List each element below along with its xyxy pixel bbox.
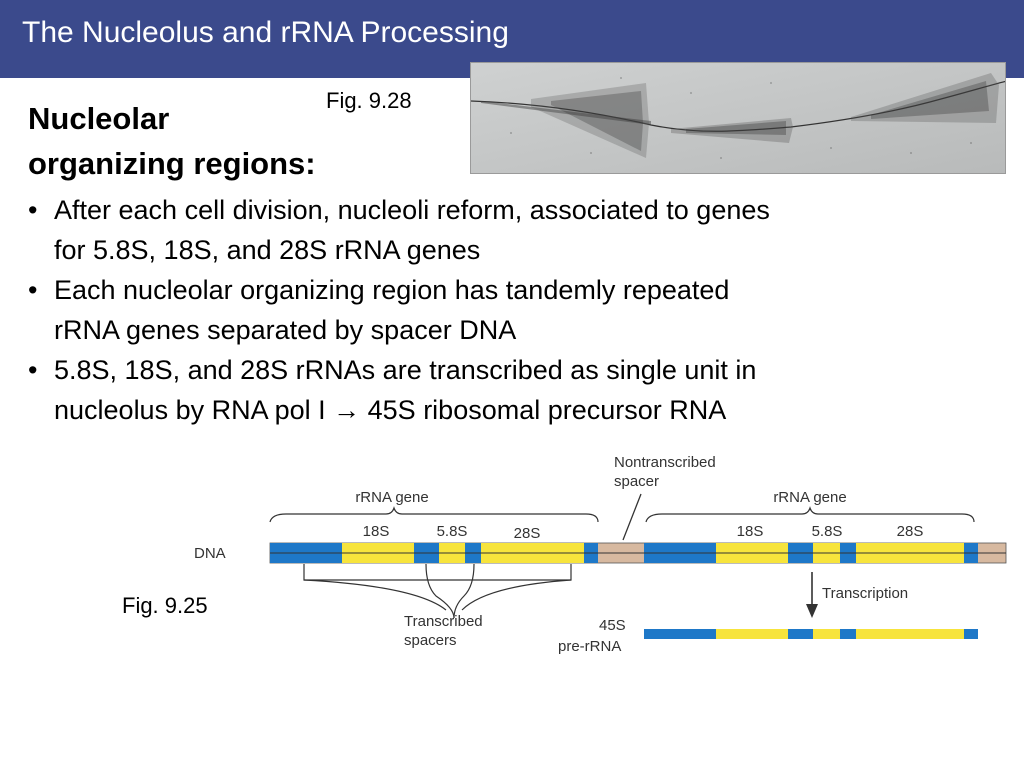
section-heading: Nucleolar organizing regions: bbox=[28, 96, 448, 186]
transcribed-label-line-1: Transcribed bbox=[404, 613, 483, 630]
label-28s-right: 28S bbox=[897, 523, 924, 540]
fig-label-bottom: Fig. 9.25 bbox=[122, 593, 208, 618]
nontranscribed-label-line-2: spacer bbox=[614, 473, 659, 490]
rrna-gene-brace-right bbox=[645, 506, 975, 523]
transcription-unit-2 bbox=[671, 118, 793, 143]
pre-rrna-label-line-2: pre-rRNA bbox=[558, 638, 621, 655]
bullet-marker: • bbox=[28, 355, 38, 385]
rrna-gene-label-right: rRNA gene bbox=[773, 489, 846, 506]
bullet-1-line-2: for 5.8S, 18S, and 28S rRNA genes bbox=[54, 235, 481, 265]
bullet-3-line-2: nucleolus by RNA pol I → 45S ribosomal p… bbox=[54, 395, 727, 425]
bullet-2-line-2: rRNA genes separated by spacer DNA bbox=[54, 315, 517, 345]
spacer-segment bbox=[788, 629, 813, 639]
spacer-segment bbox=[840, 629, 856, 639]
spacer-segment bbox=[644, 629, 716, 639]
arrowhead-icon bbox=[806, 604, 818, 618]
slide-title: The Nucleolus and rRNA Processing bbox=[22, 16, 509, 49]
electron-micrograph bbox=[470, 62, 1006, 174]
bullet-list: • After each cell division, nucleoli ref… bbox=[28, 190, 988, 430]
nontranscribed-label-line-1: Nontranscribed bbox=[614, 454, 716, 471]
spacer-segment bbox=[964, 629, 978, 639]
bullet-item-1: • After each cell division, nucleoli ref… bbox=[28, 190, 988, 270]
label-18s-right: 18S bbox=[737, 523, 764, 540]
spacer-bracket bbox=[303, 564, 572, 581]
dna-strand bbox=[269, 542, 1007, 564]
pre-rrna-label-line-1: 45S bbox=[599, 617, 626, 634]
transcription-label: Transcription bbox=[822, 585, 908, 602]
transcription-unit-1 bbox=[481, 83, 651, 158]
transcription-unit-3 bbox=[851, 73, 999, 123]
dna-label: DNA bbox=[194, 545, 226, 562]
transcribed-label-line-2: spacers bbox=[404, 632, 457, 649]
rrna-gene-diagram: Nontranscribed spacer rRNA gene rRNA gen… bbox=[186, 446, 1010, 666]
label-18s-left: 18S bbox=[363, 523, 390, 540]
heading-line-2: organizing regions: bbox=[28, 146, 316, 181]
label-58s-left: 5.8S bbox=[437, 523, 468, 540]
spacer-pointer-3 bbox=[303, 579, 447, 611]
segment-58s bbox=[813, 629, 840, 639]
bullet-2-line-1: Each nucleolar organizing region has tan… bbox=[54, 275, 730, 305]
rrna-gene-label-left: rRNA gene bbox=[355, 489, 428, 506]
spacer-pointer-1 bbox=[425, 563, 455, 619]
label-58s-right: 5.8S bbox=[812, 523, 843, 540]
segment-28s bbox=[856, 629, 964, 639]
heading-line-1: Nucleolar bbox=[28, 101, 170, 136]
bullet-3-line-1: 5.8S, 18S, and 28S rRNAs are transcribed… bbox=[54, 355, 757, 385]
rrna-gene-brace-left bbox=[269, 506, 599, 523]
bullet-1-line-1: After each cell division, nucleoli refor… bbox=[54, 195, 770, 225]
label-28s-left: 28S bbox=[514, 525, 541, 542]
spacer-pointer-4 bbox=[461, 579, 572, 611]
fig-label-top: Fig. 9.28 bbox=[326, 88, 412, 113]
spacer-pointer-2 bbox=[453, 563, 475, 619]
bullet-marker: • bbox=[28, 275, 38, 305]
bullet-item-2: • Each nucleolar organizing region has t… bbox=[28, 270, 988, 350]
bullet-item-3: • 5.8S, 18S, and 28S rRNAs are transcrib… bbox=[28, 350, 988, 430]
pre-rrna-strand bbox=[644, 629, 978, 639]
nontranscribed-pointer bbox=[622, 493, 642, 541]
micrograph-image bbox=[471, 63, 1005, 173]
bullet-marker: • bbox=[28, 195, 38, 225]
segment-18s bbox=[716, 629, 788, 639]
